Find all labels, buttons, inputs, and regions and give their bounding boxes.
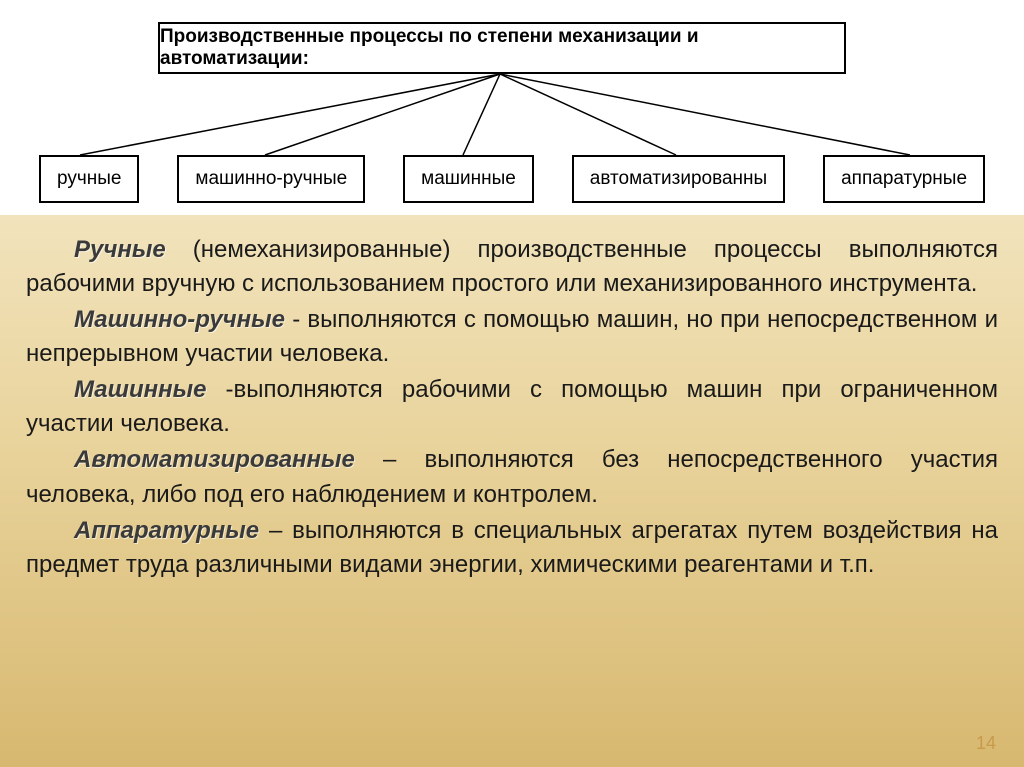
definition-paragraph: Аппаратурные – выполняются в специальных… <box>26 514 998 582</box>
diagram-child-box: машинно-ручные <box>177 155 365 203</box>
diagram-child-label: машинные <box>421 168 516 190</box>
diagram-child-box: машинные <box>403 155 534 203</box>
definition-term: Машинно-ручные <box>74 306 285 333</box>
diagram-child-box: ручные <box>39 155 139 203</box>
diagram-child-label: аппаратурные <box>841 168 967 190</box>
diagram-child-box: автоматизированны <box>572 155 785 203</box>
definition-term: Машинные <box>74 376 206 403</box>
diagram-children-row: ручные машинно-ручные машинные автоматизиро… <box>0 155 1024 203</box>
diagram-header-text: Производственные процессы по степени мех… <box>160 26 844 70</box>
page-number: 14 <box>976 731 996 757</box>
definition-paragraph: Автоматизированные – выполняются без неп… <box>26 443 998 511</box>
diagram-area: Производственные процессы по степени мех… <box>0 0 1024 215</box>
definition-text: (немеханизированные) производственные пр… <box>26 236 998 297</box>
definition-term: Ручные <box>74 236 166 263</box>
diagram-header-box: Производственные процессы по степени мех… <box>158 22 846 74</box>
definitions-area: Ручные (немеханизированные) производстве… <box>0 215 1024 767</box>
definition-paragraph: Машинные -выполняются рабочими с помощью… <box>26 373 998 441</box>
diagram-child-label: автоматизированны <box>590 168 767 190</box>
diagram-child-box: аппаратурные <box>823 155 985 203</box>
definition-paragraph: Машинно-ручные - выполняются с помощью м… <box>26 303 998 371</box>
diagram-child-label: машинно-ручные <box>195 168 347 190</box>
definition-term: Автоматизированные <box>74 446 355 473</box>
definition-paragraph: Ручные (немеханизированные) производстве… <box>26 233 998 301</box>
definition-term: Аппаратурные <box>74 517 259 544</box>
diagram-child-label: ручные <box>57 168 121 190</box>
